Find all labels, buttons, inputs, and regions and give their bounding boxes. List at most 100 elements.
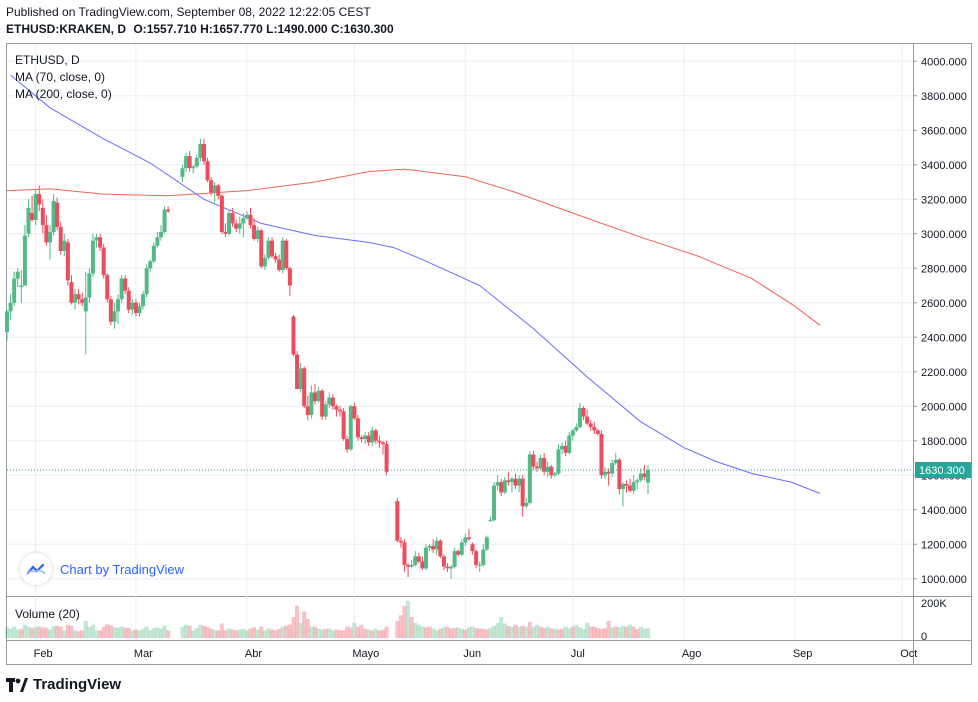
volume-bar (87, 626, 92, 638)
candle-body (474, 551, 479, 565)
volume-bar (37, 626, 42, 638)
candle-body (126, 290, 131, 310)
candle-body (237, 223, 242, 229)
candle-body (413, 556, 418, 565)
candle-body (484, 537, 489, 550)
volume-bar (445, 626, 450, 638)
candle-body (55, 202, 60, 227)
candle-body (320, 390, 325, 417)
tradingview-watermark[interactable]: Chart by TradingView (20, 553, 184, 585)
volume-bar (12, 626, 17, 638)
y-tick-label: 3200.000 (921, 194, 967, 206)
candle-body (158, 232, 163, 238)
volume-bar (484, 629, 489, 638)
candle-body (488, 520, 493, 522)
candle-body (62, 240, 67, 251)
candle-body (441, 556, 446, 567)
tradingview-footer-logo: TradingView (6, 676, 121, 693)
volume-bar (62, 630, 67, 638)
y-tick-label: 1000.000 (921, 574, 967, 586)
candle-body (244, 214, 249, 219)
y-tick-label: 4000.000 (921, 56, 967, 68)
candle-body (248, 214, 253, 226)
candle-body (162, 209, 167, 233)
candle-body (216, 185, 221, 196)
candle-body (595, 430, 600, 434)
volume-bar (252, 627, 257, 638)
volume-bar (513, 624, 518, 638)
candle-body (209, 180, 214, 193)
volume-bar (148, 630, 153, 638)
candle-body (556, 449, 561, 474)
volume-bar (603, 628, 608, 638)
candle-body (151, 245, 156, 262)
y-tick-label: 1200.000 (921, 539, 967, 551)
grid-lines (7, 44, 913, 640)
volume-bar (119, 626, 124, 638)
footer-brand-text: TradingView (33, 676, 122, 693)
candle-body (15, 271, 20, 279)
candle-body (341, 411, 346, 440)
volume-bar (5, 627, 9, 638)
volume-bar (373, 628, 378, 638)
candle-body (69, 282, 74, 303)
candle-body (459, 542, 464, 555)
candle-body (19, 285, 24, 288)
volume-bar (355, 626, 360, 638)
volume-bar (26, 626, 31, 638)
price-axis: 4000.000 3800.000 3600.000 3400.000 3200.000… (913, 56, 967, 643)
candle-body (567, 435, 572, 453)
volume-bar (617, 627, 622, 638)
volume-bar (581, 628, 586, 638)
candle-body (509, 478, 514, 483)
volume-bar (631, 626, 636, 638)
candle-body (617, 459, 622, 490)
candle-body (513, 478, 518, 486)
volume-bar (244, 630, 249, 638)
candle-body (316, 390, 321, 402)
y-tick-label: 2800.000 (921, 263, 967, 275)
candle-body (334, 406, 339, 410)
volume-bar (466, 627, 471, 638)
volume-bar (287, 624, 292, 638)
volume-bar (592, 626, 597, 638)
volume-bar (567, 628, 572, 638)
volume-bar (441, 627, 446, 638)
candle-body (76, 294, 81, 300)
candle-body (298, 368, 303, 389)
candle-body (366, 435, 371, 443)
volume-bar (323, 628, 328, 638)
volume-bar (30, 628, 35, 638)
volume-bar (80, 630, 85, 638)
volume-bar (184, 624, 189, 638)
candle-body (631, 482, 636, 491)
volume-bar (348, 627, 353, 638)
volume-bar (366, 629, 371, 638)
volume-bar (502, 623, 507, 638)
candle-body (323, 404, 328, 417)
volume-bar (262, 630, 267, 638)
volume-bar (58, 626, 63, 638)
ohlc-open: 1557.710 (146, 22, 197, 36)
candle-body (588, 423, 593, 427)
volume-bar (488, 628, 493, 638)
volume-bar (269, 629, 274, 638)
candle-body (420, 561, 425, 569)
volume-bar (434, 630, 439, 638)
candle-body (166, 209, 171, 212)
y-tick-label: 2200.000 (921, 367, 967, 379)
chart-frame (6, 43, 972, 665)
x-tick-label: Jul (571, 648, 585, 660)
candle-body (463, 537, 468, 543)
volume-bar (227, 628, 232, 638)
volume-bar (599, 628, 604, 638)
y-tick-label: 3600.000 (921, 125, 967, 137)
volume-bar (194, 628, 199, 638)
candle-body (37, 194, 42, 205)
candle-body (416, 556, 421, 562)
volume-bar (570, 626, 575, 638)
candle-body (581, 407, 586, 417)
volume-bar (527, 622, 532, 638)
volume-bar (542, 628, 547, 638)
